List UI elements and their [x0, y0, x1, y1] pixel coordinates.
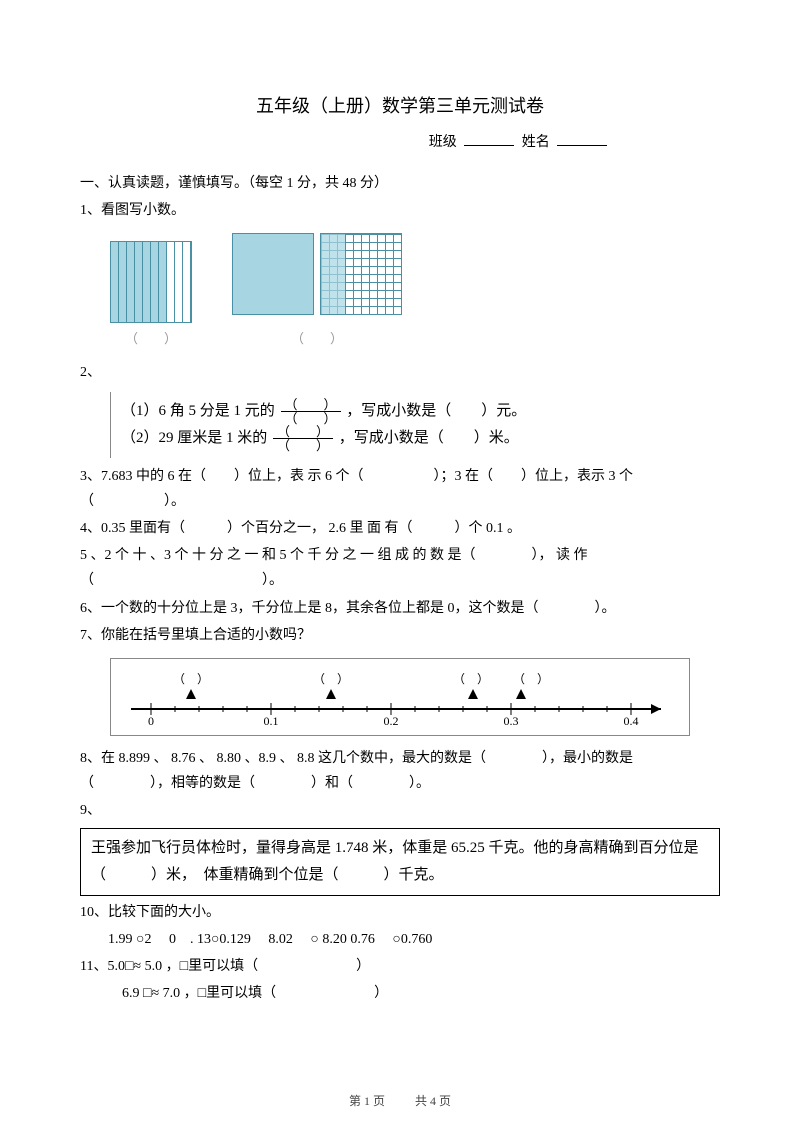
q1-fig1: （ ） — [110, 241, 192, 350]
name-blank[interactable] — [557, 131, 607, 146]
q2-2b: ，写成小数是（ ）米。 — [339, 430, 519, 446]
q1-ans2[interactable]: （ ） — [291, 327, 343, 350]
section-1-heading: 一、认真读题，谨慎填写。（每空 1 分，共 48 分） — [80, 171, 720, 196]
exam-title: 五年级（上册）数学第三单元测试卷 — [80, 90, 720, 122]
number-line-svg: 0 0.1 0.2 0.3 0.4 （ ） （ ） （ ） （ ） — [121, 669, 681, 729]
q2-1a: （1）6 角 5 分是 1 元的 — [121, 403, 275, 419]
tick-0: 0 — [148, 714, 154, 728]
tick-03: 0.3 — [504, 714, 519, 728]
q1-fig2: ︸ ︸ （ ） — [232, 233, 402, 350]
fraction-blank-2[interactable]: （ ） （ ） — [273, 425, 333, 452]
footer-page: 第 1 页 — [349, 1094, 385, 1108]
q9-box: 王强参加飞行员体检时，量得身高是 1.748 米，体重是 65.25 千克。他的… — [80, 828, 720, 896]
tick-01: 0.1 — [264, 714, 279, 728]
fraction-blank-1[interactable]: （ ） （ ） — [281, 398, 341, 425]
page-container: 五年级（上册）数学第三单元测试卷 班级 姓名 一、认真读题，谨慎填写。（每空 1… — [0, 0, 800, 1133]
q11-line1: 11、5.0□≈ 5.0 ，□里可以填（ ） — [80, 954, 720, 979]
q1-figures: （ ） ︸ ︸ （ ） — [110, 233, 720, 350]
nl-blank2: （ ） — [313, 672, 349, 686]
q3: 3、7.683 中的 6 在（ ）位上，表 示 6 个（ ）；3 在（ ）位上，… — [80, 464, 720, 514]
q8: 8、在 8.899 、 8.76 、 8.80 、8.9 、 8.8 这几个数中… — [80, 746, 720, 796]
hundredths-square — [320, 233, 402, 315]
q1-label: 1、看图写小数。 — [80, 198, 720, 223]
q4: 4、0.35 里面有（ ）个百分之一， 2.6 里 面 有（ ）个 0.1 。 — [80, 516, 720, 541]
tenths-square — [110, 241, 192, 323]
nl-blank1: （ ） — [173, 672, 209, 686]
q7-label: 7、你能在括号里填上合适的小数吗？ — [80, 623, 720, 648]
name-label: 姓名 — [522, 135, 550, 150]
q1-ans1[interactable]: （ ） — [125, 327, 177, 350]
footer-total: 共 4 页 — [415, 1094, 451, 1108]
q11-line2: 6.9 □≈ 7.0 ，□里可以填（ ） — [80, 981, 720, 1006]
q2-box: （1）6 角 5 分是 1 元的 （ ） （ ） ，写成小数是（ ）元。 （2）… — [110, 392, 720, 458]
q2-line2: （2）29 厘米是 1 米的 （ ） （ ） ，写成小数是（ ）米。 — [121, 425, 710, 452]
number-line-box: 0 0.1 0.2 0.3 0.4 （ ） （ ） （ ） （ ） — [110, 658, 690, 736]
q10-label: 10、比较下面的大小。 — [80, 900, 720, 925]
q10-items: 1.99 ○2 0 . 13○0.129 8.02 ○ 8.20 0.76 ○0… — [80, 927, 720, 952]
q6: 6、一个数的十分位上是 3，千分位上是 8，其余各位上都是 0，这个数是（ ）。 — [80, 596, 720, 621]
q2-2a: （2）29 厘米是 1 米的 — [121, 430, 267, 446]
q2-1b: ，写成小数是（ ）元。 — [346, 403, 526, 419]
nl-blank3: （ ） — [453, 672, 489, 686]
nl-blank4: （ ） — [513, 672, 549, 686]
class-label: 班级 — [429, 135, 457, 150]
q9-label: 9、 — [80, 798, 720, 823]
unit-square — [232, 233, 314, 315]
tick-04: 0.4 — [624, 714, 639, 728]
q2-label: 2、 — [80, 360, 720, 385]
q2-line1: （1）6 角 5 分是 1 元的 （ ） （ ） ，写成小数是（ ）元。 — [121, 398, 710, 425]
page-footer: 第 1 页 共 4 页 — [0, 1091, 800, 1113]
q5: 5 、2 个 十 、3 个 十 分 之 一 和 5 个 千 分 之 一 组 成 … — [80, 543, 720, 593]
tick-02: 0.2 — [384, 714, 399, 728]
brace-icon: ︸ ︸ — [232, 315, 402, 323]
student-info: 班级 姓名 — [80, 130, 720, 155]
class-blank[interactable] — [464, 131, 514, 146]
